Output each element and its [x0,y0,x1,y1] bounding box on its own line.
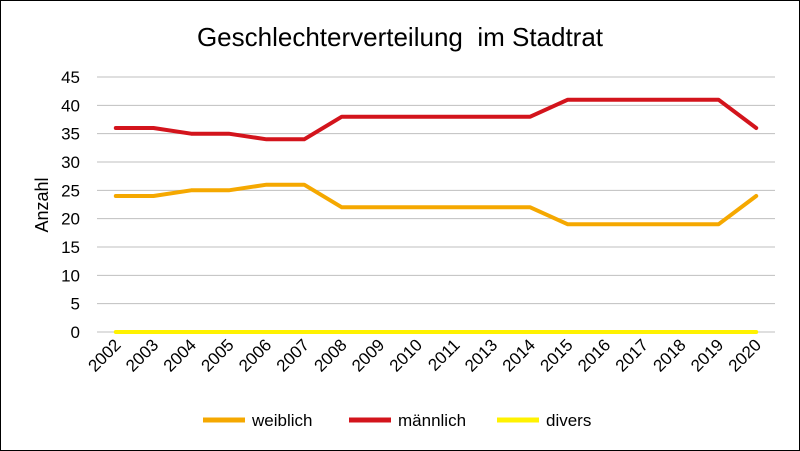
x-tick-label: 2010 [386,335,426,375]
x-tick-label: 2014 [499,335,539,375]
y-tick-label: 30 [61,153,80,172]
x-tick-label: 2015 [536,335,576,375]
x-tick-label: 2007 [273,335,313,375]
legend-label: weiblich [251,411,312,430]
series-line-2 [113,97,759,142]
series-line-1 [113,182,759,227]
x-tick-label: 2013 [461,335,501,375]
y-tick-label: 45 [61,68,80,87]
y-tick-label: 0 [71,323,80,342]
x-tick-label: 2003 [122,335,162,375]
x-tick-label: 2008 [310,335,350,375]
y-tick-label: 20 [61,210,80,229]
x-tick-label: 2017 [612,335,652,375]
x-tick-label: 2018 [649,335,689,375]
y-tick-label: 15 [61,238,80,257]
y-tick-label: 35 [61,125,80,144]
x-tick-label: 2016 [574,335,614,375]
x-tick-label: 2004 [160,335,200,375]
y-axis-ticks: 0 5 10 15 20 25 30 35 40 45 [61,68,80,342]
chart-title: Geschlechterverteilung im Stadtrat [197,22,604,52]
x-tick-label: 2006 [235,335,275,375]
legend: weiblich männlich divers [203,411,591,430]
y-axis-label: Anzahl [32,177,52,232]
series-lines [113,97,759,334]
legend-label: divers [546,411,591,430]
x-tick-label: 2019 [687,335,727,375]
x-tick-label: 2005 [197,335,237,375]
y-tick-label: 25 [61,181,80,200]
x-axis-ticks: 2002200320042005200620072008200920102011… [84,335,765,375]
y-tick-label: 10 [61,266,80,285]
x-tick-label: 2002 [84,335,124,375]
x-tick-label: 2011 [424,335,463,374]
y-tick-label: 5 [71,295,80,314]
y-tick-label: 40 [61,96,80,115]
legend-label: männlich [398,411,466,430]
x-tick-label: 2020 [725,335,765,375]
x-tick-label: 2009 [348,335,388,375]
